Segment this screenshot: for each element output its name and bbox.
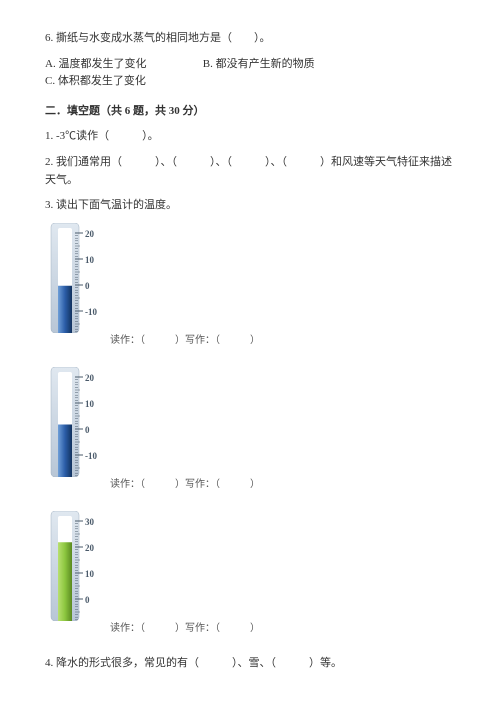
t3-fluid [58, 542, 72, 621]
t2-lab-mid: 10 [85, 399, 95, 409]
t1-lab-neg: -10 [85, 307, 97, 317]
t2-lab-zero: 0 [85, 425, 90, 435]
t1-readwrite: 读作：（ ）写作：（ ） [110, 333, 455, 349]
t1-lab-mid: 10 [85, 255, 95, 265]
t1-fluid [58, 286, 72, 333]
t1-lab-zero: 0 [85, 281, 90, 291]
q6-text: 6. 撕纸与水变成水蒸气的相同地方是（ ）。 [45, 32, 271, 44]
t3-lab-mid: 20 [85, 543, 95, 553]
thermometer-3-svg: 30 20 10 0 [45, 511, 115, 621]
fill-q2: 2. 我们通常用（ ）、（ ）、（ ）、（ ）和风速等天气特征来描述天气。 [45, 154, 455, 189]
thermometer-2-svg: 20 10 0 -10 [45, 367, 115, 477]
q6-options: A. 温度都发生了变化 B. 都没有产生新的物质 C. 体积都发生了变化 [45, 56, 455, 91]
section-2-heading: 二．填空题（共 6 题，共 30 分） [45, 103, 455, 121]
t3-lab-zero: 10 [85, 569, 95, 579]
t2-readwrite: 读作：（ ）写作：（ ） [110, 477, 455, 493]
q6-opt-b: B. 都没有产生新的物质 [203, 56, 363, 74]
t3-readwrite: 读作：（ ）写作：（ ） [110, 621, 455, 637]
t2-fluid [58, 424, 72, 477]
t2-lab-top: 20 [85, 373, 95, 383]
fill-q4: 4. 降水的形式很多，常见的有（ ）、雪、（ ）等。 [45, 655, 455, 673]
q6-opt-c: C. 体积都发生了变化 [45, 73, 146, 91]
fill-q3: 3. 读出下面气温计的温度。 [45, 197, 455, 215]
thermometer-1-svg: 20 10 0 -10 [45, 223, 115, 333]
question-6: 6. 撕纸与水变成水蒸气的相同地方是（ ）。 [45, 30, 455, 48]
fill-q1: 1. -3℃读作（ ）。 [45, 128, 455, 146]
thermometer-1: 20 10 0 -10 [45, 223, 455, 333]
thermometer-2: 20 10 0 -10 [45, 367, 455, 477]
t2-lab-neg: -10 [85, 451, 97, 461]
q6-opt-a: A. 温度都发生了变化 [45, 56, 200, 74]
thermometer-3: 30 20 10 0 [45, 511, 455, 621]
t3-lab-top: 30 [85, 517, 95, 527]
t3-lab-neg: 0 [85, 595, 90, 605]
t1-lab-top: 20 [85, 229, 95, 239]
